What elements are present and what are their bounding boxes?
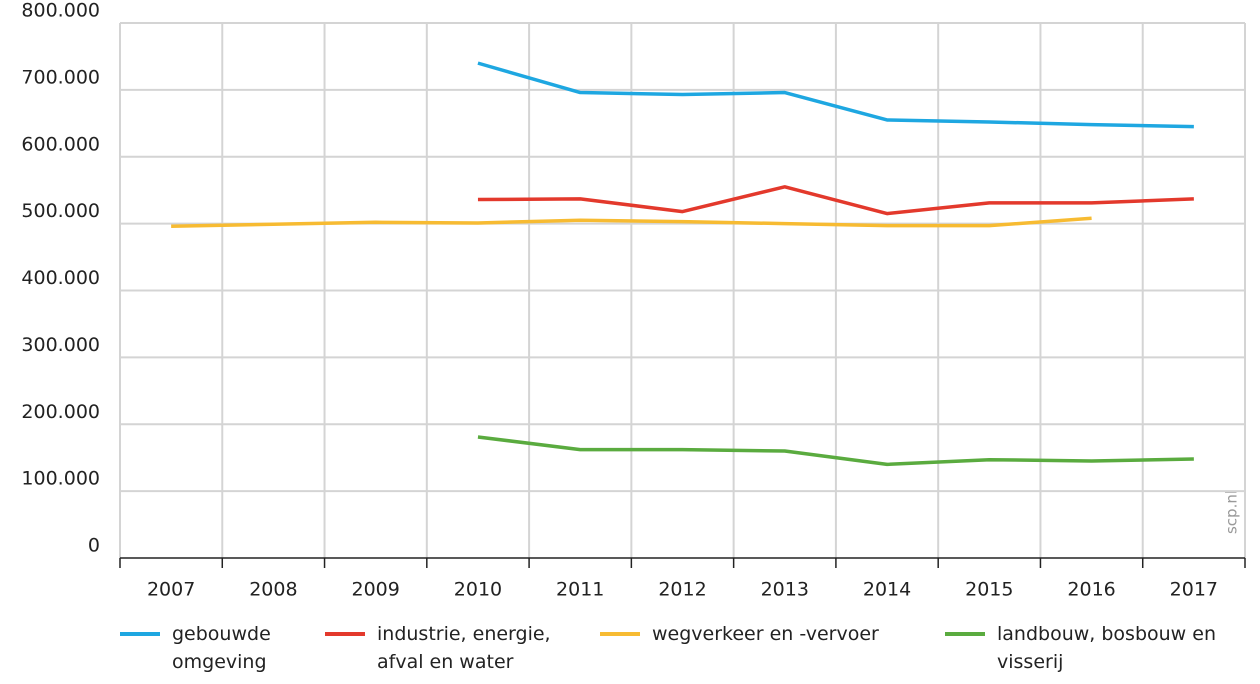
x-tick-label: 2007 — [147, 579, 195, 601]
y-tick-label: 500.000 — [21, 200, 100, 222]
legend-swatch — [120, 632, 160, 636]
legend-item: gebouwde omgeving — [120, 620, 312, 676]
x-tick-label: 2011 — [556, 579, 604, 601]
series-line — [477, 435, 1194, 467]
legend-label: landbouw, bosbouw en visserij — [997, 623, 1216, 673]
x-tick-label: 2009 — [352, 579, 400, 601]
y-tick-label: 600.000 — [21, 133, 100, 155]
watermark: scp.nl — [1223, 490, 1241, 534]
chart: scp.nl 0 100.000 200.000 300.000 400.000 500.… — [21, 0, 1246, 601]
y-tick-label: 0 — [88, 535, 100, 557]
legend-label: gebouwde omgeving — [172, 623, 271, 673]
x-tick-label: 2008 — [249, 579, 297, 601]
y-tick-label: 400.000 — [21, 267, 100, 289]
x-tick-label: 2013 — [761, 579, 809, 601]
x-tick-label: 2014 — [863, 579, 911, 601]
x-tick-label: 2010 — [454, 579, 502, 601]
legend-swatch — [945, 632, 985, 636]
legend-label: industrie, energie, afval en water — [377, 623, 551, 673]
series-line — [477, 185, 1194, 216]
x-tick-label: 2016 — [1067, 579, 1115, 601]
legend-item: wegverkeer en -vervoer — [600, 620, 972, 648]
x-tick-label: 2015 — [965, 579, 1013, 601]
series-line — [477, 61, 1194, 129]
legend-swatch — [325, 632, 365, 636]
x-tick-label: 2012 — [658, 579, 706, 601]
y-tick-label: 800.000 — [21, 0, 100, 22]
y-tick-label: 700.000 — [21, 66, 100, 88]
legend-label: wegverkeer en -vervoer — [652, 623, 879, 645]
y-tick-label: 100.000 — [21, 468, 100, 490]
series-line — [171, 216, 1092, 229]
legend-item: industrie, energie, afval en water — [325, 620, 582, 676]
legend-swatch — [600, 632, 640, 636]
legend-item: landbouw, bosbouw en visserij — [945, 620, 1247, 676]
y-tick-label: 300.000 — [21, 334, 100, 356]
y-tick-label: 200.000 — [21, 401, 100, 423]
x-tick-label: 2017 — [1170, 579, 1218, 601]
